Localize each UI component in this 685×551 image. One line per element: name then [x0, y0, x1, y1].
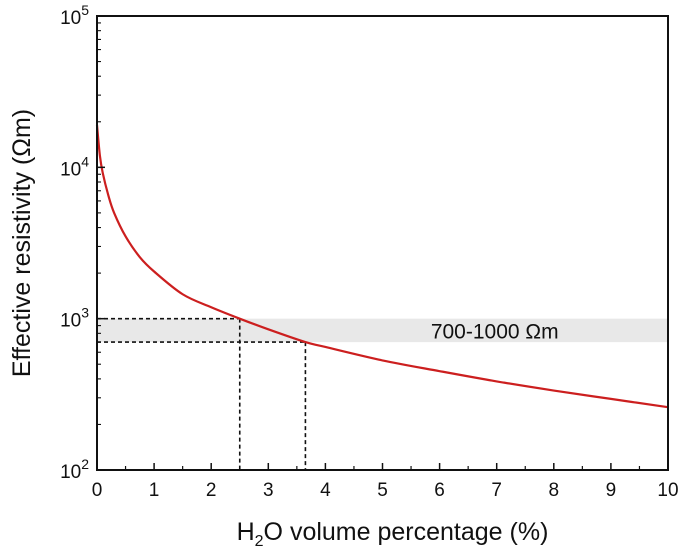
y-tick-label-exponent: 2 — [81, 456, 89, 472]
x-tick-label: 2 — [206, 480, 217, 501]
band-label: 700-1000 Ωm — [431, 320, 559, 343]
y-tick-label-base: 10 — [60, 8, 81, 29]
y-tick-label-exponent: 4 — [81, 153, 89, 169]
x-tick-label: 7 — [491, 480, 502, 501]
y-tick-label-exponent: 3 — [81, 305, 89, 321]
x-axis-title: H2O volume percentage (%) — [237, 518, 549, 550]
x-tick-label: 4 — [320, 480, 331, 501]
y-tick-label-base: 10 — [60, 159, 81, 180]
y-tick-label-base: 10 — [60, 311, 81, 332]
axis-ticks — [96, 15, 669, 471]
reference-lines — [97, 317, 307, 470]
x-tick-label: 6 — [434, 480, 445, 501]
x-tick-label: 1 — [149, 480, 160, 501]
y-tick-label: 104 — [60, 153, 89, 180]
x-tick-label: 0 — [92, 480, 103, 501]
y-tick-label: 103 — [60, 305, 89, 332]
concentration-band — [97, 318, 668, 343]
y-axis-title: Effective resistivity (Ωm) — [8, 109, 36, 377]
series-layer — [95, 125, 669, 409]
x-tick-label: 10 — [657, 480, 678, 501]
y-tick-label-base: 10 — [60, 462, 81, 483]
y-tick-label: 102 — [60, 456, 89, 483]
y-tick-label: 105 — [60, 2, 89, 29]
x-tick-label: 5 — [377, 480, 388, 501]
x-tick-label: 9 — [606, 480, 617, 501]
x-axis-title-main: H — [237, 518, 255, 546]
series-line-0 — [95, 125, 669, 409]
x-tick-label: 8 — [549, 480, 560, 501]
x-tick-label: 3 — [263, 480, 274, 501]
x-axis-title-rest: O volume percentage (%) — [264, 518, 549, 546]
band-rect — [97, 318, 668, 343]
y-tick-label-exponent: 5 — [81, 2, 89, 18]
x-axis-title-subscript: 2 — [255, 533, 264, 550]
